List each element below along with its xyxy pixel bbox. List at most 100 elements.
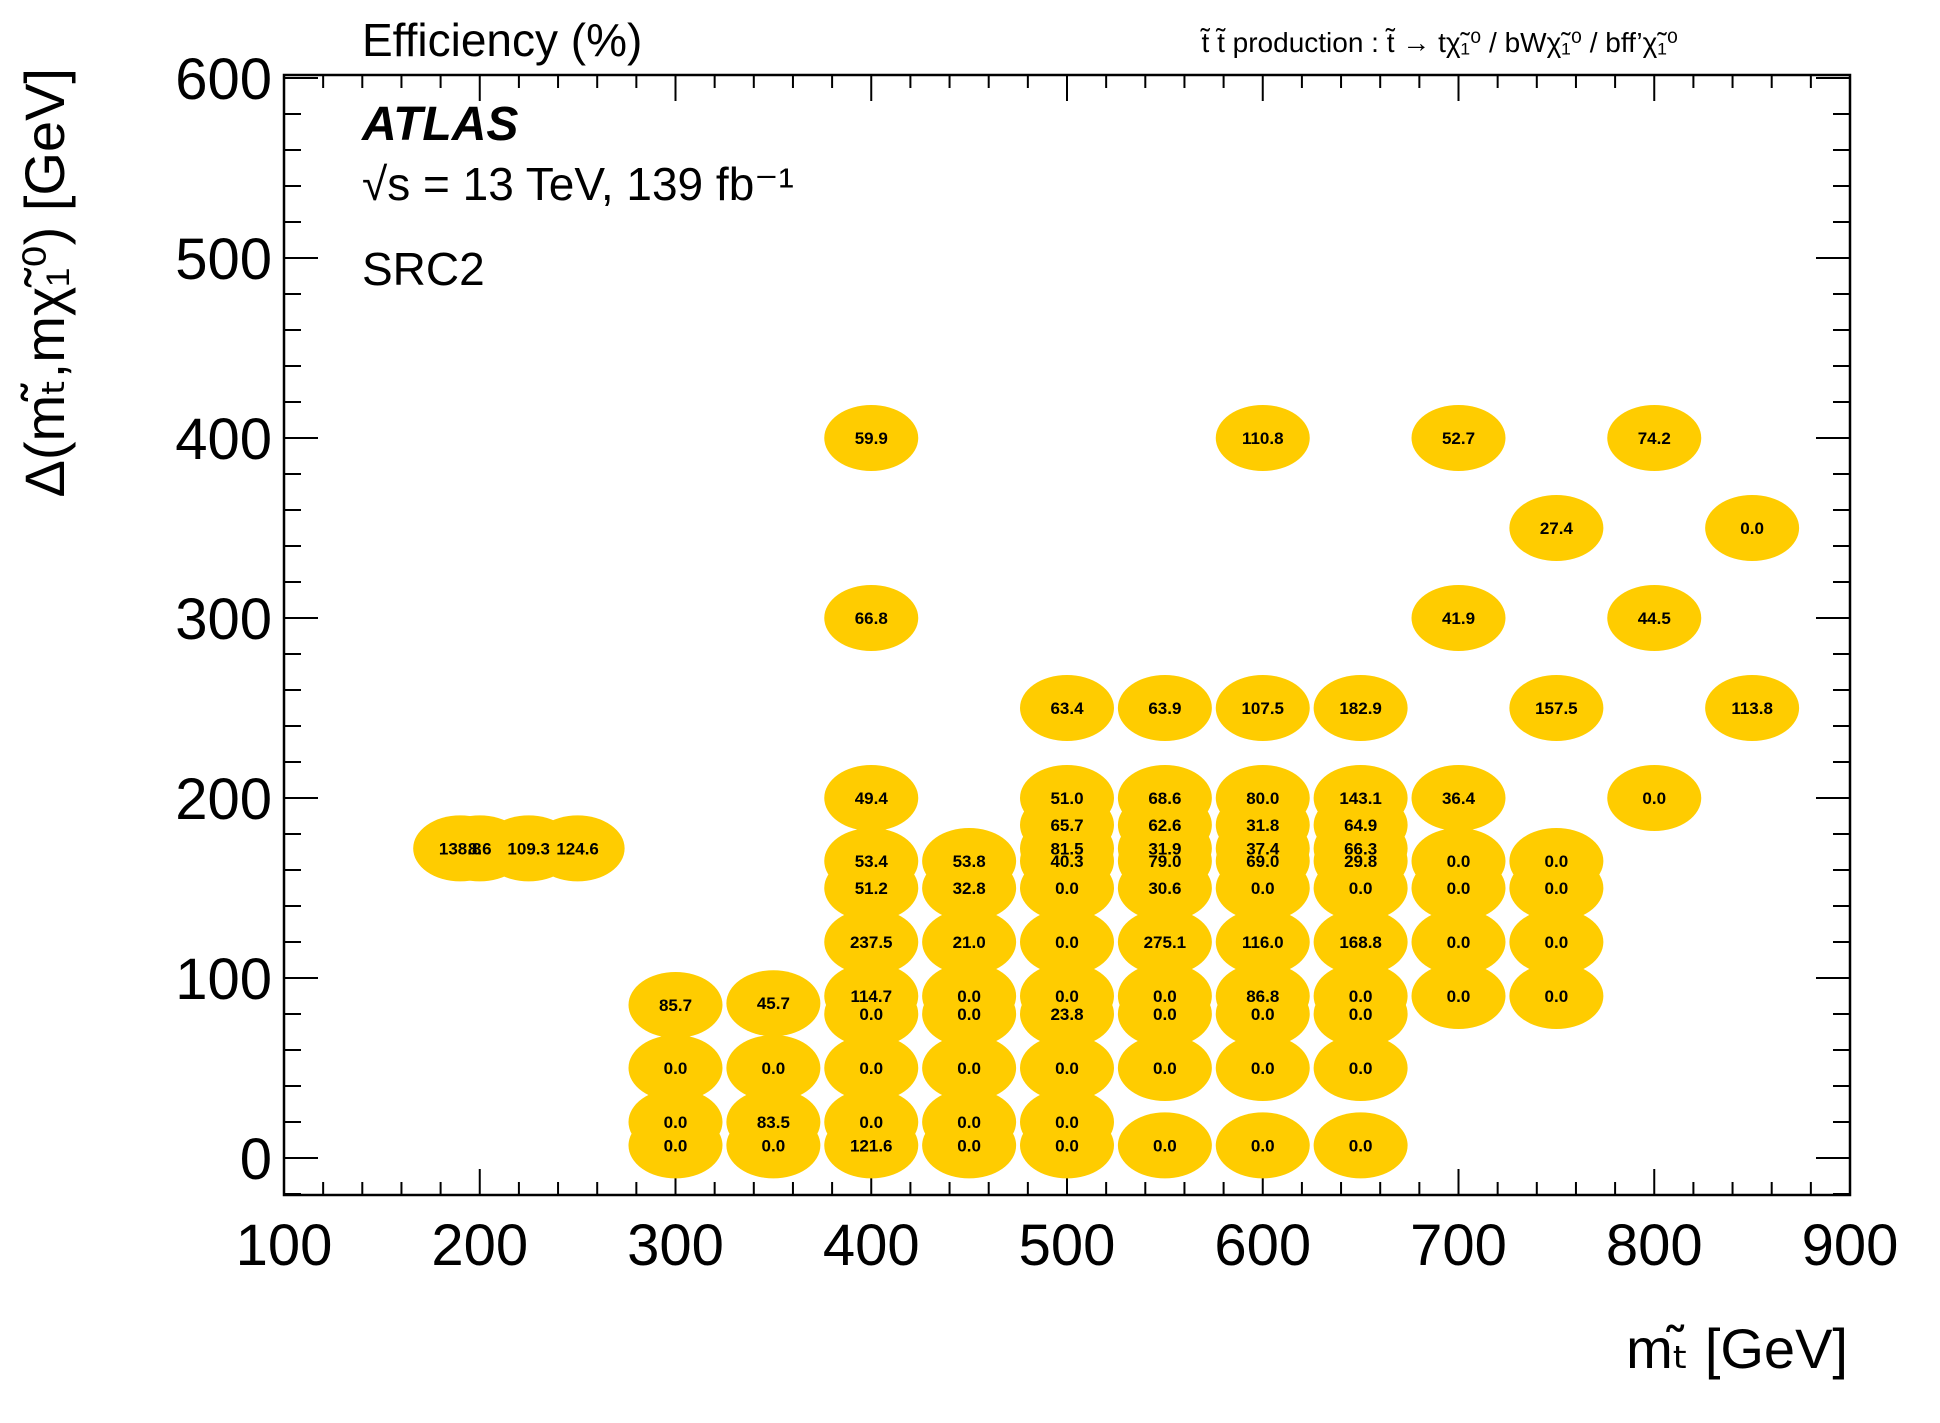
data-marker [1020,1112,1114,1179]
data-marker [726,970,821,1037]
data-value-label: 31.8 [1246,816,1279,835]
data-value-label: 0.0 [664,1136,688,1155]
data-value-label: 168.8 [1339,933,1382,952]
data-marker [1411,405,1506,471]
data-value-label: 81.5 [1050,839,1083,858]
data-marker [1607,585,1702,651]
data-value-label: 0.0 [664,1113,688,1132]
data-value-label: 0.0 [957,1136,981,1155]
signal-region-label: SRC2 [362,243,485,295]
data-marker [1020,981,1114,1047]
data-marker [1117,855,1212,921]
data-marker [1117,1035,1212,1101]
data-value-label: 107.5 [1241,699,1284,718]
data-value-label: 182.9 [1339,699,1382,718]
data-marker [922,1035,1017,1101]
data-value-labels: 138.88.6 109.3 124.685.70.00.00.045.70.083… [439,429,1773,1155]
axis-ticks [283,75,1851,1195]
x-tick-label: 900 [1802,1213,1899,1278]
data-marker [824,1112,919,1179]
data-value-label: 0.0 [859,1005,883,1024]
data-value-label: 8.6 [468,839,492,858]
y-tick-label: 500 [175,227,272,292]
data-marker [1313,981,1408,1047]
data-marker [628,1035,723,1101]
data-marker [1607,405,1702,471]
data-value-label: 66.8 [855,609,888,628]
data-value-label: 0.0 [1055,987,1079,1006]
data-marker [1215,405,1310,471]
data-value-label: 63.4 [1050,699,1084,718]
x-tick-label: 500 [1019,1213,1116,1278]
data-value-label: 62.6 [1148,816,1181,835]
data-value-label: 0.0 [1055,1059,1079,1078]
data-value-label: 44.5 [1638,609,1671,628]
data-marker [530,815,625,882]
chart-title: Efficiency (%) [362,14,642,66]
data-marker [1313,1035,1408,1101]
data-value-label: 68.6 [1148,789,1181,808]
data-value-label: 52.7 [1442,429,1475,448]
data-value-label: 0.0 [1545,987,1569,1006]
data-value-label: 138.8 [439,839,482,858]
data-value-label: 0.0 [1349,1136,1373,1155]
energy-lumi-label: √s = 13 TeV, 139 fb⁻¹ [362,158,794,210]
data-marker [1705,495,1800,561]
process-title: t̃ t̃ production : t̃ → tχ̃₁⁰ / bWχ̃₁⁰ /… [1200,27,1678,58]
data-value-label: 110.8 [1242,429,1284,448]
data-value-label: 64.9 [1344,816,1377,835]
data-marker [1117,981,1212,1047]
y-tick-label: 400 [175,407,272,472]
data-value-label: 0.0 [957,1005,981,1024]
data-marker [1509,495,1604,561]
data-value-label: 0.0 [1740,519,1764,538]
atlas-label: ATLAS [361,98,518,151]
data-value-label: 0.0 [1447,933,1471,952]
data-marker [1215,909,1310,975]
data-value-label: 0.0 [1349,879,1373,898]
x-tick-label: 200 [431,1213,528,1278]
data-value-label: 0.0 [1545,879,1569,898]
data-marker [824,765,919,831]
data-value-label: 29.8 [1344,852,1377,871]
data-value-label: 121.6 [850,1136,893,1155]
x-tick-labels: 100 200 300 400 500 600 700 800 900 [236,1213,1899,1278]
data-marker [1020,1035,1114,1101]
x-tick-label: 700 [1410,1213,1507,1278]
data-value-label: 21.0 [953,933,986,952]
data-marker [1215,855,1310,921]
data-value-label: 0.0 [762,1059,786,1078]
x-tick-label: 400 [823,1213,920,1278]
data-value-label: 0.0 [1153,1059,1177,1078]
data-value-label: 80.0 [1246,789,1279,808]
data-marker [1020,675,1114,741]
data-value-label: 32.8 [953,879,986,898]
data-marker [1313,1112,1408,1179]
data-marker [922,909,1017,975]
data-value-label: 27.4 [1540,519,1574,538]
data-marker [922,981,1017,1047]
data-marker [726,1035,821,1101]
data-value-label: 0.0 [1055,933,1079,952]
data-value-label: 0.0 [1251,1005,1275,1024]
data-marker [1509,855,1604,921]
data-marker [824,1035,919,1101]
data-value-label: 86.8 [1246,987,1279,1006]
x-axis-title: mₜ̃ [GeV] [1626,1317,1848,1380]
data-marker [1020,909,1114,975]
data-value-label: 0.0 [1349,1059,1373,1078]
y-tick-label: 300 [175,587,272,652]
data-value-label: 0.0 [1055,1136,1079,1155]
data-value-label: 0.0 [859,1059,883,1078]
data-value-label: 0.0 [1447,852,1471,871]
data-value-label: 114.7 [850,987,892,1006]
data-value-label: 45.7 [757,994,790,1013]
x-tick-label: 600 [1214,1213,1311,1278]
data-value-label: 59.9 [855,429,888,448]
data-marker [1411,909,1506,975]
data-value-label: 0.0 [1545,933,1569,952]
data-value-label: 36.4 [1442,789,1476,808]
x-tick-label: 100 [236,1213,333,1278]
data-value-label: 74.2 [1638,429,1671,448]
data-marker [1607,765,1702,831]
